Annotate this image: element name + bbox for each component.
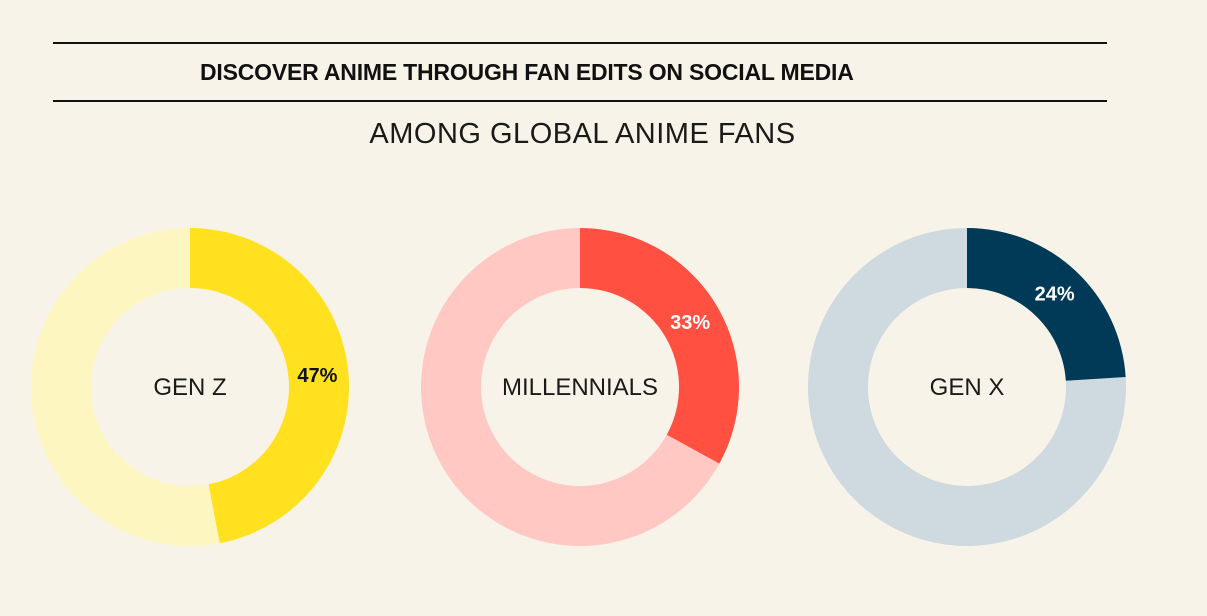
millennials-donut: MILLENNIALS 33% (421, 228, 739, 546)
gen-z-value-slice (190, 228, 349, 544)
gen-x-value-slice (967, 228, 1126, 381)
gen-x-remainder-slice (807, 228, 1126, 546)
gen-z-donut: GEN Z 47% (30, 228, 349, 546)
title-rule-bottom (53, 100, 1107, 102)
title-rule-top (53, 42, 1107, 44)
millennials-remainder-slice (421, 228, 720, 546)
gen-x-donut: GEN X 24% (807, 228, 1126, 546)
gen-z-remainder-slice (30, 228, 220, 546)
chart-subtitle: AMONG GLOBAL ANIME FANS (369, 118, 796, 150)
gen-x-category-label: GEN X (930, 374, 1005, 401)
gen-z-category-label: GEN Z (153, 374, 226, 401)
chart-title: DISCOVER ANIME THROUGH FAN EDITS ON SOCI… (200, 58, 854, 85)
millennials-value-slice (580, 228, 739, 464)
gen-x-value-label: 24% (1035, 284, 1075, 306)
gen-z-value-label: 47% (297, 365, 337, 387)
millennials-value-label: 33% (670, 312, 710, 334)
millennials-category-label: MILLENNIALS (502, 374, 658, 401)
